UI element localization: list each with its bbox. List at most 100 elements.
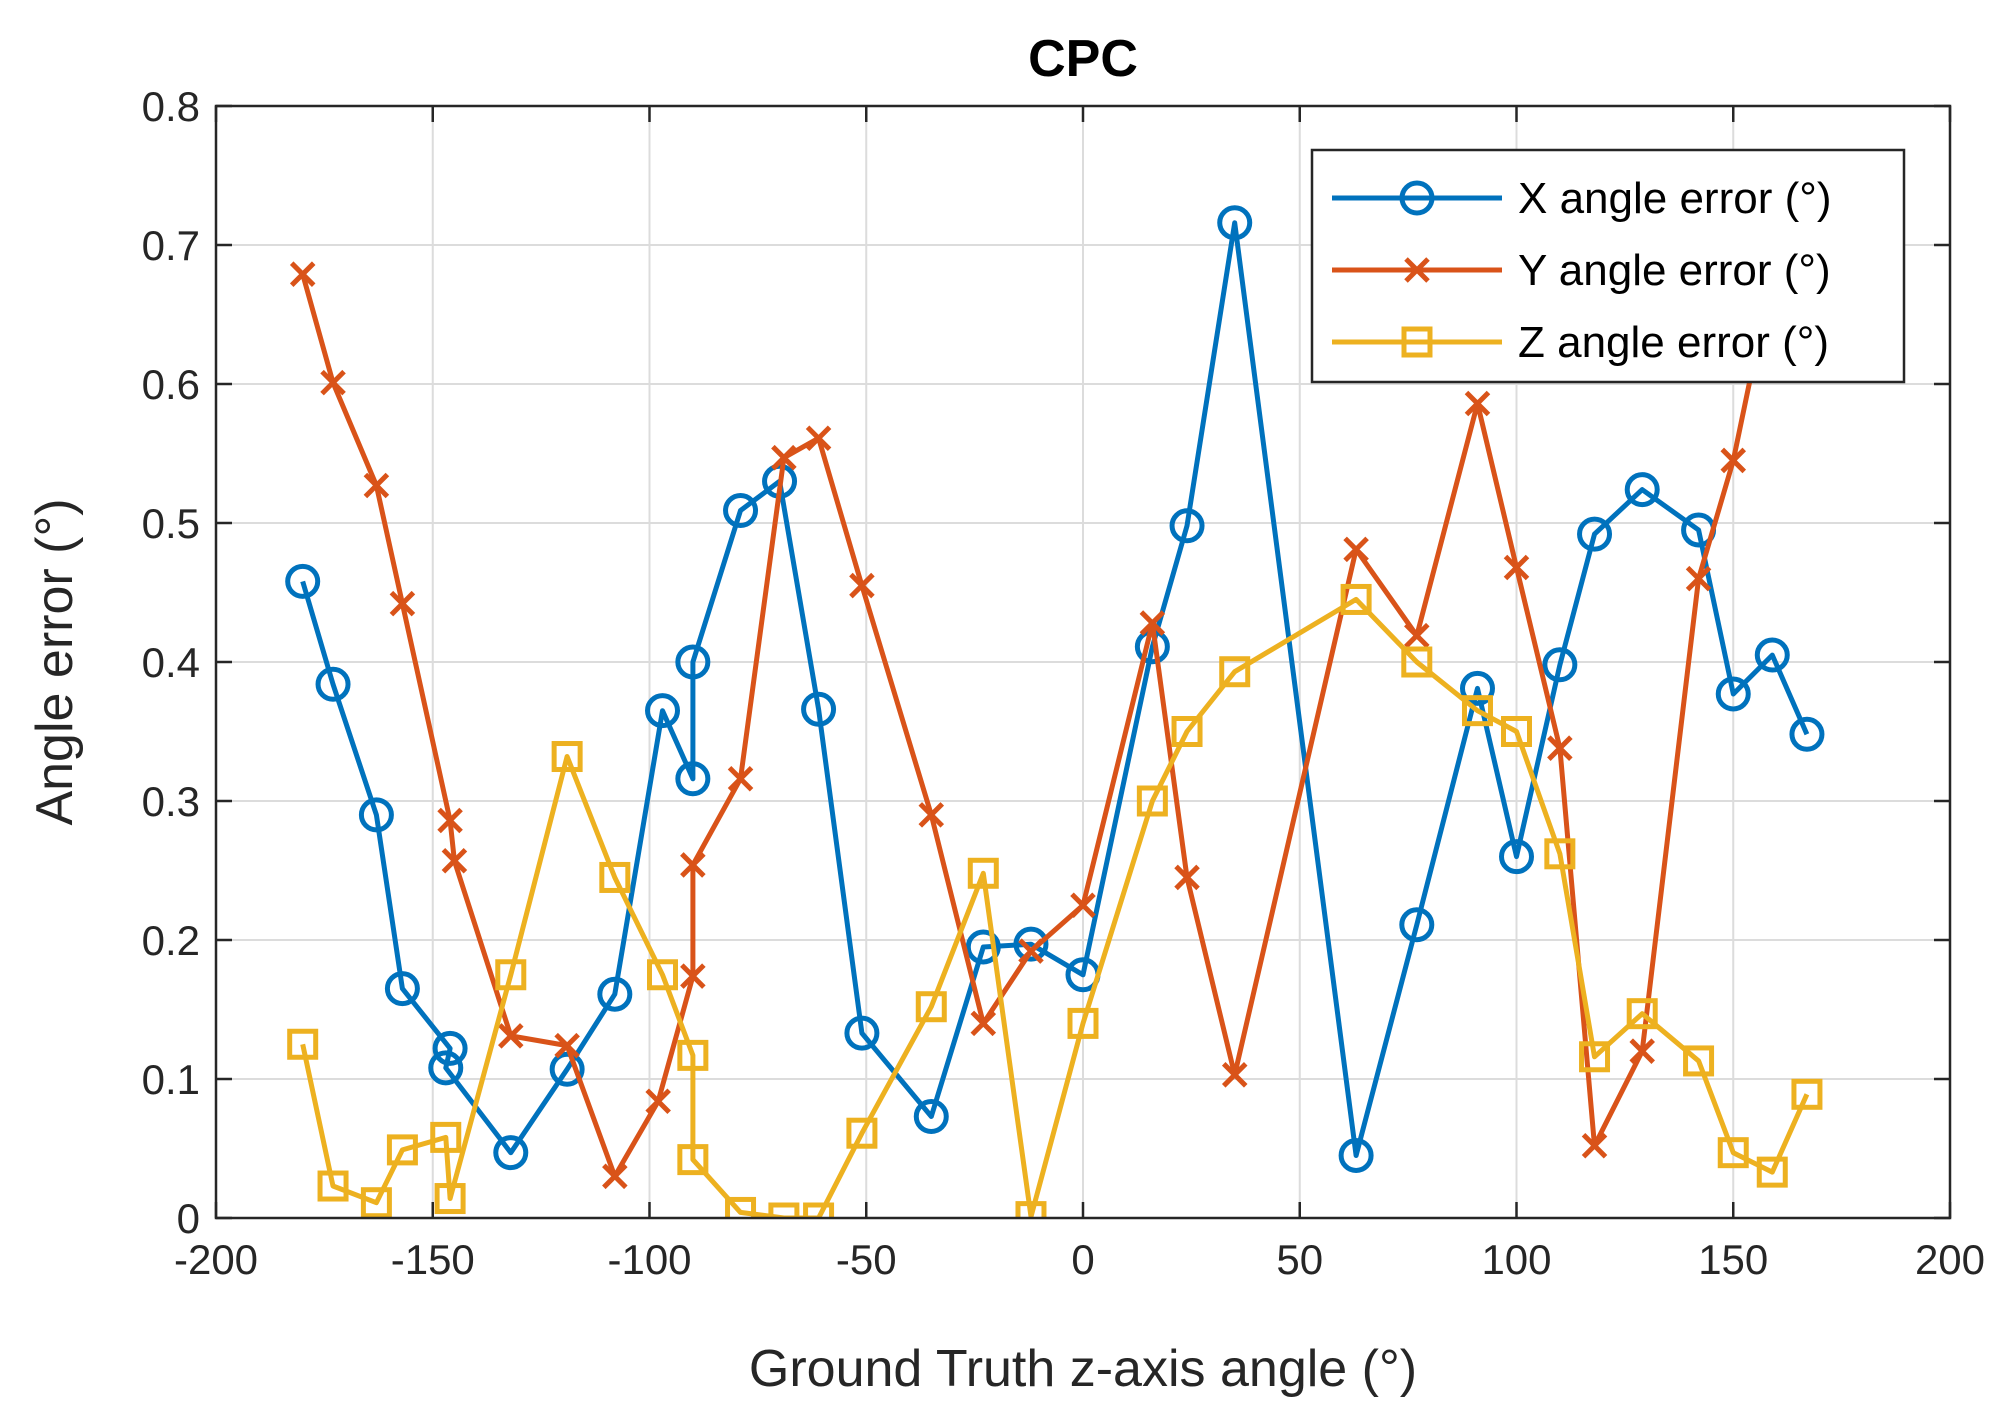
data-point-x	[1221, 1062, 1248, 1088]
data-point-square	[647, 959, 679, 991]
data-point-square	[551, 741, 583, 773]
data-point-x	[1503, 554, 1530, 581]
data-point-square	[1544, 838, 1576, 870]
x-tick-label: 200	[1915, 1236, 1985, 1283]
data-point-x	[1018, 938, 1044, 964]
data-point-circle	[965, 929, 1001, 965]
data-point-x	[805, 425, 832, 451]
y-tick-label: 0.1	[142, 1056, 200, 1103]
data-point-square	[725, 1196, 757, 1218]
data-point-square	[677, 1039, 709, 1071]
data-point-x	[727, 765, 754, 792]
y-tick-label: 0.5	[142, 500, 200, 547]
legend-item: Z angle error (°)	[1332, 318, 1829, 367]
data-point-x	[680, 852, 706, 878]
data-point-square	[317, 1170, 349, 1202]
legend-marker	[1399, 180, 1435, 216]
data-point-circle	[549, 1051, 585, 1087]
data-point-circle	[723, 492, 759, 528]
series-layer	[285, 205, 1825, 1218]
data-point-x	[1547, 735, 1573, 761]
data-point-square	[1756, 1156, 1788, 1188]
data-point-square	[1626, 998, 1658, 1030]
x-tick-label: 50	[1276, 1236, 1323, 1283]
y-tick-label: 0.7	[142, 222, 200, 269]
data-point-circle	[493, 1135, 529, 1171]
data-point-x	[1629, 1038, 1655, 1064]
data-point-square	[1717, 1137, 1749, 1169]
data-point-square	[1461, 695, 1493, 727]
y-tick-label: 0.8	[142, 83, 200, 130]
data-point-x	[602, 1163, 628, 1190]
data-point-x	[1070, 892, 1096, 919]
data-point-circle	[432, 1030, 468, 1066]
axis-ticks	[214, 104, 1952, 1220]
legend-label: X angle error (°)	[1518, 174, 1831, 223]
data-point-x	[1581, 1132, 1608, 1159]
data-point-x	[1720, 447, 1747, 474]
data-point-circle	[1169, 508, 1205, 544]
data-point-square	[430, 1121, 462, 1153]
series-line	[300, 596, 1810, 1218]
data-point-circle	[1715, 676, 1751, 712]
data-point-circle	[1217, 205, 1253, 241]
x-tick-label: 150	[1698, 1236, 1768, 1283]
data-point-x	[970, 1010, 997, 1037]
x-tick-label: -100	[607, 1236, 691, 1283]
data-point-x	[1174, 864, 1200, 891]
y-tick-label: 0.3	[142, 778, 200, 825]
data-point-square	[434, 1183, 466, 1215]
data-point-circle	[597, 976, 633, 1012]
data-point-circle	[1338, 1137, 1374, 1173]
data-point-x	[289, 261, 316, 287]
legend-label: Z angle error (°)	[1518, 318, 1829, 367]
data-point-square	[1219, 656, 1251, 688]
data-point-square	[1791, 1078, 1823, 1110]
data-point-square	[599, 861, 631, 893]
x-tick-label: -150	[391, 1236, 475, 1283]
data-point-square	[846, 1117, 878, 1149]
data-point-circle	[1399, 907, 1435, 943]
data-point-square	[1579, 1041, 1611, 1073]
data-point-circle	[1459, 670, 1495, 706]
x-tick-label: 0	[1071, 1236, 1094, 1283]
data-point-x	[1464, 390, 1491, 417]
data-point-square	[1067, 1007, 1099, 1039]
data-point-x	[1404, 622, 1430, 649]
data-point-square	[1401, 646, 1433, 678]
data-point-square	[1501, 716, 1532, 747]
series-line	[300, 220, 1810, 1158]
x-tick-label: -200	[174, 1236, 258, 1283]
data-point-circle	[358, 797, 394, 833]
y-tick-label: 0	[177, 1195, 200, 1242]
data-point-circle	[428, 1050, 464, 1086]
legend-marker	[1404, 257, 1430, 283]
data-point-x	[554, 1032, 580, 1059]
data-point-square	[495, 959, 527, 991]
data-point-square	[1015, 1201, 1047, 1218]
series-3	[287, 583, 1823, 1218]
data-point-x	[498, 1023, 524, 1049]
data-point-square	[1340, 583, 1372, 615]
data-point-square	[386, 1134, 418, 1166]
y-tick-label: 0.2	[142, 917, 200, 964]
series-1	[285, 205, 1825, 1173]
data-point-x	[849, 572, 875, 599]
data-point-square	[1136, 785, 1168, 817]
data-point-circle	[384, 971, 420, 1007]
data-point-circle	[801, 691, 837, 727]
legend-marker	[1401, 326, 1433, 358]
data-point-x	[771, 444, 797, 471]
legend-label: Y angle error (°)	[1518, 246, 1831, 295]
x-tick-labels: -200 -150 -100 -50 0 50 100 150 200	[174, 1236, 1985, 1283]
data-point-circle	[1542, 647, 1578, 683]
y-tick-label: 0.6	[142, 361, 200, 408]
data-point-x	[1685, 565, 1712, 592]
y-tick-labels: 0 0.1 0.2 0.3 0.4 0.5 0.6 0.7 0.8	[142, 83, 200, 1242]
data-point-x	[918, 802, 945, 828]
data-point-circle	[1499, 839, 1534, 875]
data-point-square	[915, 991, 947, 1023]
data-point-circle	[1624, 472, 1660, 508]
data-point-circle	[1754, 637, 1790, 673]
